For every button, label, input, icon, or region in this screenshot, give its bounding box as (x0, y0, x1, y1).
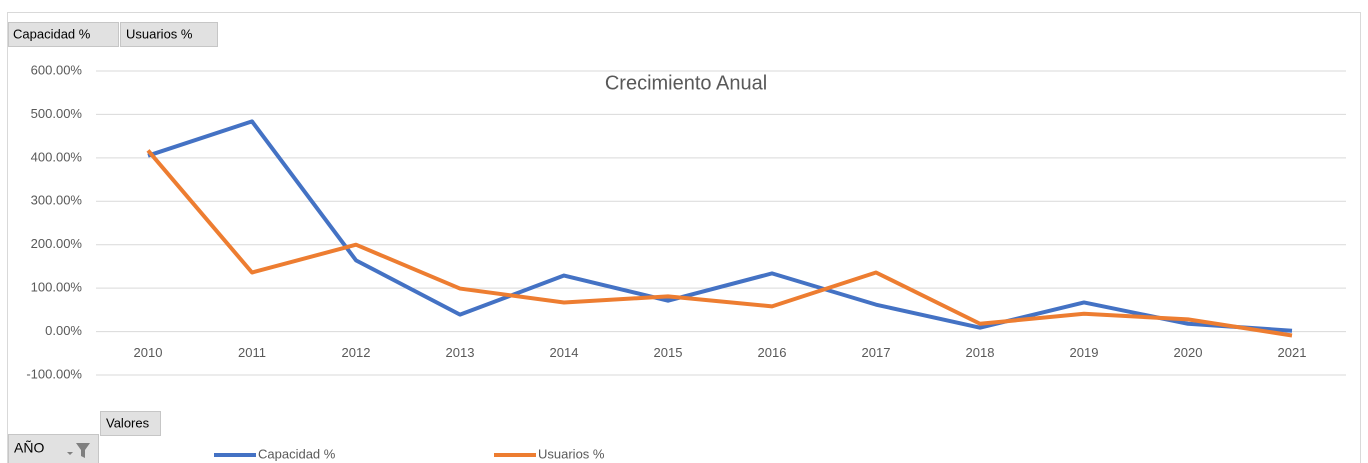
chart-area (7, 12, 1361, 463)
y-tick-label: 0.00% (45, 323, 82, 338)
y-tick-label: 500.00% (31, 106, 83, 121)
chart-title: Crecimiento Anual (605, 72, 767, 94)
x-tick-label: 2013 (446, 345, 475, 360)
series-line (146, 149, 1293, 338)
x-tick-label: 2017 (862, 345, 891, 360)
filter-icon[interactable] (67, 443, 90, 458)
values-button[interactable] (100, 411, 161, 436)
axis-field-label[interactable]: AÑO (14, 440, 44, 456)
y-tick-label: -100.00% (26, 366, 82, 381)
x-tick-label: 2011 (238, 345, 266, 360)
values-button-label[interactable]: Valores (106, 415, 150, 430)
x-tick-label: 2014 (550, 345, 579, 360)
x-tick-label: 2010 (134, 345, 163, 360)
field-button[interactable] (120, 22, 218, 47)
y-tick-label: 600.00% (31, 62, 83, 77)
x-tick-label: 2016 (758, 345, 787, 360)
y-tick-label: 400.00% (31, 149, 83, 164)
y-tick-label: 200.00% (31, 236, 83, 251)
y-tick-label: 300.00% (31, 193, 83, 208)
field-button-label[interactable]: Capacidad % (13, 26, 91, 41)
x-tick-label: 2018 (966, 345, 995, 360)
series-line (147, 119, 1293, 333)
x-tick-label: 2021 (1278, 345, 1307, 360)
x-tick-label: 2012 (342, 345, 371, 360)
legend-label: Capacidad % (258, 446, 336, 461)
x-tick-label: 2019 (1070, 345, 1099, 360)
y-tick-label: 100.00% (31, 280, 83, 295)
field-button-label[interactable]: Usuarios % (126, 26, 193, 41)
x-tick-label: 2020 (1174, 345, 1203, 360)
legend-label: Usuarios % (538, 446, 605, 461)
field-button[interactable] (8, 22, 119, 47)
x-tick-label: 2015 (654, 345, 683, 360)
